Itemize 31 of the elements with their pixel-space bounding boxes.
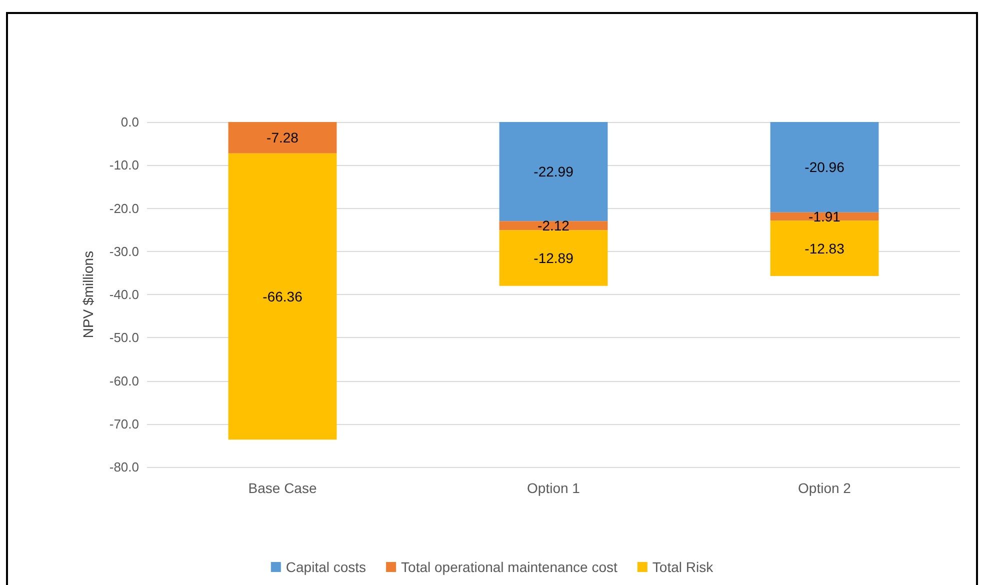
legend-label: Total operational maintenance cost (401, 559, 618, 575)
bar (499, 230, 608, 286)
data-label: -1.91 (808, 208, 841, 225)
legend-label: Total Risk (652, 559, 714, 575)
y-tick-label: -80.0 (109, 460, 139, 474)
y-tick-label: -60.0 (109, 373, 139, 388)
y-tick-label: -20.0 (109, 200, 139, 216)
bar (770, 220, 879, 276)
y-tick-label: -10.0 (109, 158, 139, 173)
legend-label: Capital costs (286, 559, 366, 575)
y-axis-title: NPV $millions (80, 250, 96, 338)
bar (499, 221, 608, 230)
y-tick-label: -30.0 (109, 244, 139, 259)
data-label: -2.12 (538, 218, 570, 234)
bar (228, 153, 337, 440)
y-tick-label: -40.0 (109, 287, 139, 302)
data-label: -22.99 (534, 164, 574, 180)
bar (770, 122, 879, 212)
data-label: -12.83 (804, 240, 845, 256)
data-label: -20.96 (804, 159, 845, 176)
bar (228, 122, 337, 154)
y-tick-label: 0.0 (120, 114, 139, 130)
data-label: -66.36 (262, 288, 303, 304)
x-tick-label: Option 2 (798, 480, 852, 496)
y-tick-label: -70.0 (109, 416, 139, 432)
data-label: -7.28 (266, 130, 299, 146)
x-tick-label: Option 1 (527, 480, 580, 496)
bar (499, 122, 608, 222)
data-label: -12.89 (534, 250, 574, 266)
y-tick-label: -50.0 (109, 330, 139, 346)
x-tick-label: Base Case (248, 480, 317, 496)
